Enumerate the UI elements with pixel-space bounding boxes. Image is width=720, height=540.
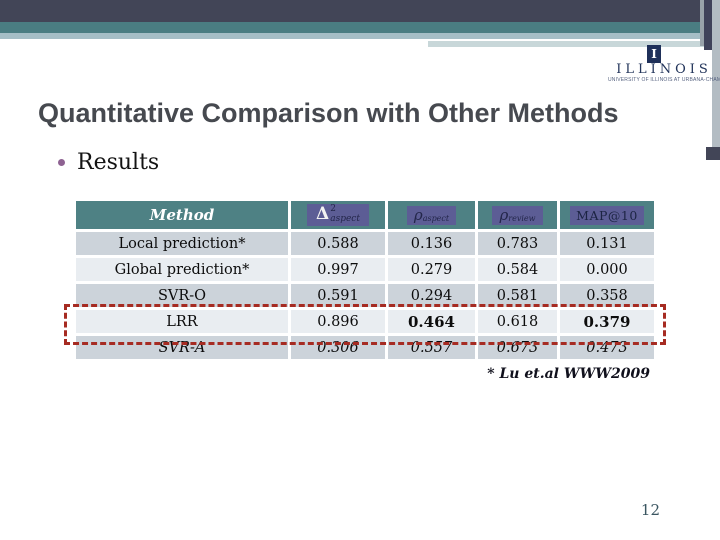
bullet-label: Results (77, 150, 160, 175)
table-value-cell: 0.783 (478, 232, 557, 255)
table-header-map10: MAP@10 (560, 201, 654, 229)
results-table: Method Δ 2 aspect ρ aspect ρ review MAP (76, 201, 654, 359)
table-value-cell: 0.896 (291, 310, 385, 333)
table-value-cell: 0.591 (291, 284, 385, 307)
table-value-cell: 0.279 (388, 258, 475, 281)
right-corner-square (706, 147, 720, 160)
top-band-light-right (428, 41, 720, 47)
bullet-dot-icon (58, 159, 65, 166)
illinois-logo-letter: I (651, 47, 657, 61)
rho-review-symbol: ρ review (492, 205, 543, 225)
table-value-cell: 0.464 (388, 310, 475, 333)
illinois-wordmark: ILLINOIS (616, 62, 712, 77)
illinois-tagline: UNIVERSITY OF ILLINOIS AT URBANA-CHAMPAI… (608, 77, 720, 83)
lrr-row-highlight (64, 304, 666, 345)
right-stripe-light (712, 0, 720, 147)
table-method-cell: Global prediction* (76, 258, 288, 281)
delta-aspect-symbol: Δ 2 aspect (307, 204, 369, 226)
table-value-cell: 0.136 (388, 232, 475, 255)
right-stripe-gray (700, 0, 704, 46)
table-method-cell: SVR-O (76, 284, 288, 307)
table-value-cell: 0.584 (478, 258, 557, 281)
table-method-cell: Local prediction* (76, 232, 288, 255)
top-band-teal (0, 22, 720, 33)
table-value-cell: 0.294 (388, 284, 475, 307)
rho-aspect-symbol: ρ aspect (406, 205, 457, 225)
map10-label: MAP@10 (570, 205, 644, 225)
slide-title: Quantitative Comparison with Other Metho… (38, 98, 619, 128)
bullet-item-results: Results (58, 150, 159, 175)
table-value-cell: 0.618 (478, 310, 557, 333)
table-value-cell: 0.358 (560, 284, 654, 307)
table-value-cell: 0.379 (560, 310, 654, 333)
page-number: 12 (640, 501, 660, 519)
table-value-cell: 0.000 (560, 258, 654, 281)
citation-footnote: * Lu et.al WWW2009 (487, 366, 650, 382)
table-header-delta-aspect: Δ 2 aspect (291, 201, 385, 229)
table-value-cell: 0.588 (291, 232, 385, 255)
table-header-rho-review: ρ review (478, 201, 557, 229)
illinois-logo-mark: I (647, 45, 661, 63)
table-header-rho-aspect: ρ aspect (388, 201, 475, 229)
table-value-cell: 0.997 (291, 258, 385, 281)
top-band-light (0, 33, 720, 39)
table-method-cell: LRR (76, 310, 288, 333)
right-stripe-navy (704, 0, 712, 50)
top-band-navy (0, 0, 720, 22)
table-value-cell: 0.131 (560, 232, 654, 255)
table-header-method: Method (76, 201, 288, 229)
table-value-cell: 0.581 (478, 284, 557, 307)
